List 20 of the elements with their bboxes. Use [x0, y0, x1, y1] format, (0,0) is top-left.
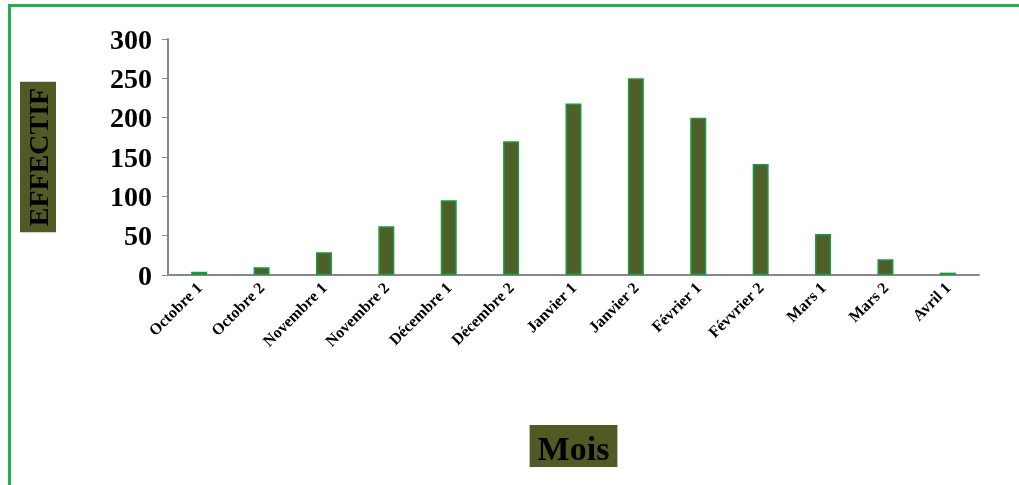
- bar: [503, 141, 520, 275]
- y-tick-label: 100: [110, 180, 152, 212]
- x-axis-title: Mois: [537, 429, 610, 467]
- y-tick-label: 150: [110, 141, 152, 173]
- bar: [690, 117, 707, 275]
- y-tick-label: 50: [124, 220, 152, 252]
- bar: [253, 267, 270, 275]
- y-axis-title: EFFECTIF: [22, 87, 54, 227]
- bar: [815, 234, 832, 275]
- bar: [627, 78, 644, 275]
- y-tick-label: 250: [110, 62, 152, 94]
- bar: [378, 226, 395, 275]
- y-tick-label: 200: [110, 102, 152, 134]
- y-tick-label: 0: [138, 259, 152, 291]
- bar: [565, 103, 582, 275]
- bar: [752, 164, 769, 275]
- y-tick-label: 300: [110, 23, 152, 55]
- bar: [440, 200, 457, 275]
- bar: [315, 252, 332, 275]
- bar: [877, 259, 894, 275]
